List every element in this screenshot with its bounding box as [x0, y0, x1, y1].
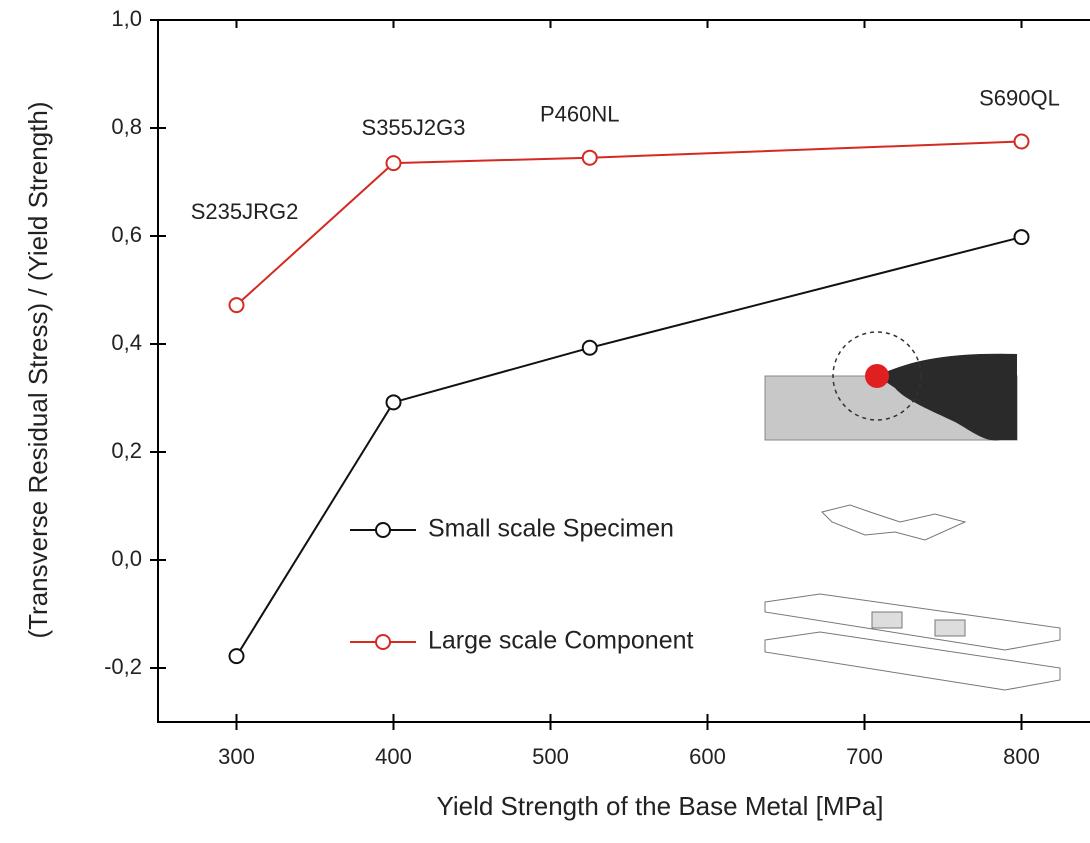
- y-tick-label: 0,0: [111, 546, 142, 571]
- point-label: P460NL: [540, 102, 620, 127]
- data-point: [228, 297, 245, 314]
- gauge: [934, 619, 966, 637]
- data-point: [581, 149, 598, 166]
- y-tick-label: 0,8: [111, 114, 142, 139]
- plot-frame: [157, 19, 1090, 723]
- specimen-illustration: [764, 504, 1061, 691]
- y-tick-label: 0,2: [111, 438, 142, 463]
- y-tick-label: -0,2: [104, 654, 142, 679]
- series-line: [235, 236, 1022, 657]
- data-point: [228, 648, 245, 665]
- y-axis-title: (Transverse Residual Stress) / (Yield St…: [23, 101, 53, 638]
- x-tick-label: 600: [689, 744, 726, 769]
- x-tick-label: 400: [375, 744, 412, 769]
- detail-circle: [832, 331, 922, 421]
- point-label: S235JRG2: [191, 199, 299, 224]
- legend-label: Small scale Specimen: [428, 515, 674, 543]
- x-tick-label: 300: [218, 744, 255, 769]
- data-point: [385, 155, 402, 172]
- data-point: [1013, 133, 1030, 150]
- component-top: [764, 593, 1061, 651]
- x-axis-title: Yield Strength of the Base Metal [MPa]: [436, 791, 883, 821]
- legend-label: Large scale Component: [428, 627, 693, 655]
- weld-illustration: [764, 331, 1018, 441]
- point-label: S690QL: [979, 85, 1060, 110]
- y-tick-label: 0,4: [111, 330, 142, 355]
- data-point: [385, 394, 402, 411]
- small-specimen: [821, 504, 967, 541]
- component-bottom: [764, 631, 1061, 691]
- gauge: [871, 611, 903, 629]
- data-point: [1013, 229, 1030, 246]
- y-tick-label: 1,0: [111, 6, 142, 31]
- series-line: [235, 140, 1022, 306]
- legend-marker: [375, 634, 391, 650]
- point-label: S355J2G3: [362, 115, 466, 140]
- weld-bead: [877, 353, 1017, 441]
- y-tick-label: 0,6: [111, 222, 142, 247]
- x-tick-label: 800: [1003, 744, 1040, 769]
- legend-marker: [375, 522, 391, 538]
- x-tick-label: 700: [846, 744, 883, 769]
- weld-toe: [865, 364, 889, 388]
- data-point: [581, 339, 598, 356]
- x-tick-label: 500: [532, 744, 569, 769]
